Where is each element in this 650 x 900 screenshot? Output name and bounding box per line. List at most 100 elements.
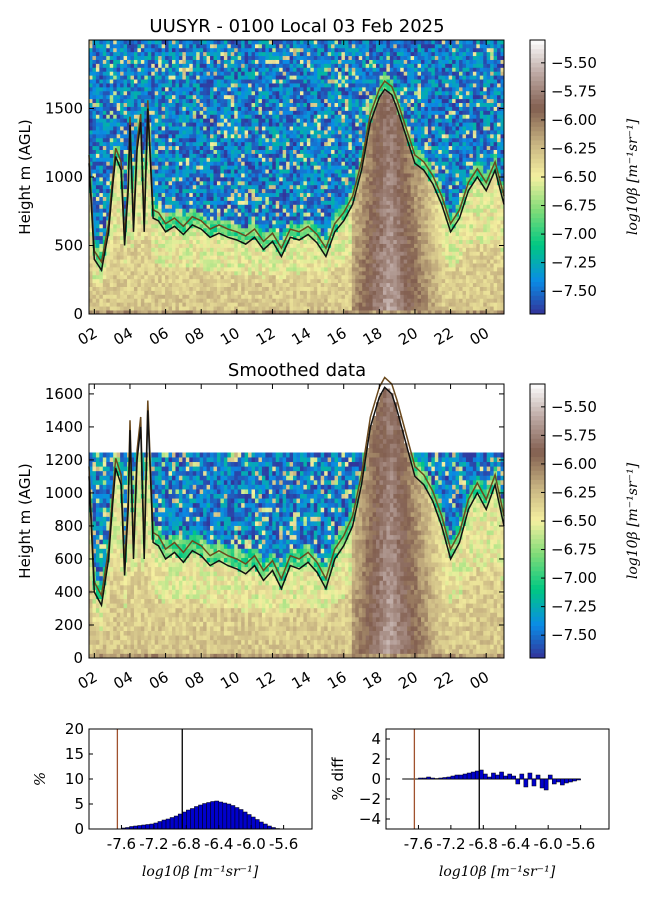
heatmap-cell bbox=[306, 247, 311, 252]
heatmap-cell bbox=[189, 231, 194, 237]
heatmap-cell bbox=[303, 263, 308, 268]
heatmap-cell bbox=[331, 247, 335, 252]
heatmap-cell bbox=[237, 165, 242, 170]
heatmap-cell bbox=[116, 180, 121, 186]
heatmap-cell bbox=[113, 55, 118, 60]
heatmap-cell bbox=[279, 310, 284, 315]
heatmap-cell bbox=[268, 161, 273, 166]
heatmap-cell bbox=[248, 282, 252, 287]
heatmap-cell bbox=[293, 286, 297, 291]
heatmap-cell bbox=[113, 274, 118, 280]
heatmap-cell bbox=[282, 133, 287, 139]
heatmap-cell bbox=[147, 235, 152, 241]
heatmap-cell bbox=[206, 286, 211, 291]
heatmap-cell bbox=[210, 243, 214, 248]
heatmap-cell bbox=[220, 274, 225, 280]
heatmap-cell bbox=[196, 173, 201, 178]
heatmap-cell bbox=[293, 208, 297, 213]
heatmap-cell bbox=[265, 86, 270, 92]
heatmap-cell bbox=[313, 204, 318, 209]
heatmap-cell bbox=[213, 63, 218, 68]
heatmap-cell bbox=[168, 204, 173, 209]
heatmap-cell bbox=[144, 267, 149, 272]
heatmap-cell bbox=[303, 192, 308, 197]
heatmap-cell bbox=[113, 239, 118, 244]
heatmap-cell bbox=[210, 263, 214, 268]
heatmap-cell bbox=[275, 227, 280, 233]
heatmap-cell bbox=[244, 118, 249, 123]
heatmap-cell bbox=[206, 59, 211, 64]
heatmap-cell bbox=[99, 165, 104, 170]
heatmap-cell bbox=[248, 255, 252, 260]
heatmap-cell bbox=[282, 306, 287, 311]
heatmap-cell bbox=[192, 161, 197, 166]
heatmap-cell bbox=[189, 302, 194, 307]
heatmap-cell bbox=[151, 227, 156, 233]
heatmap-cell bbox=[251, 223, 256, 229]
heatmap-cell bbox=[210, 251, 214, 256]
heatmap-cell bbox=[109, 40, 114, 45]
heatmap-cell bbox=[147, 59, 152, 64]
heatmap-cell bbox=[106, 145, 111, 150]
heatmap-cell bbox=[199, 298, 204, 303]
heatmap-cell bbox=[106, 208, 111, 213]
heatmap-cell bbox=[102, 165, 107, 170]
heatmap-cell bbox=[116, 67, 121, 72]
heatmap-cell bbox=[109, 278, 114, 284]
heatmap-cell bbox=[210, 196, 214, 201]
heatmap-cell bbox=[303, 180, 308, 186]
heatmap-cell bbox=[102, 126, 107, 131]
heatmap-cell bbox=[130, 243, 135, 248]
heatmap-cell bbox=[123, 298, 128, 303]
heatmap-cell bbox=[144, 47, 149, 53]
heatmap-cell bbox=[95, 118, 100, 123]
heatmap-cell bbox=[248, 83, 252, 88]
heatmap-cell bbox=[151, 274, 156, 280]
heatmap-cell bbox=[189, 126, 194, 131]
heatmap-cell bbox=[241, 40, 246, 45]
heatmap-cell bbox=[113, 40, 118, 45]
heatmap-cell bbox=[120, 220, 124, 225]
heatmap-cell bbox=[113, 188, 118, 194]
heatmap-cell bbox=[189, 161, 194, 166]
heatmap-cell bbox=[140, 83, 145, 88]
heatmap-cell bbox=[154, 75, 159, 80]
heatmap-cell bbox=[185, 130, 190, 135]
heatmap-cell bbox=[168, 196, 173, 201]
heatmap-cell bbox=[189, 79, 194, 84]
heatmap-cell bbox=[203, 200, 207, 205]
heatmap-cell bbox=[92, 278, 97, 284]
heatmap-cell bbox=[161, 86, 166, 92]
heatmap-cell bbox=[116, 71, 121, 76]
heatmap-cell bbox=[116, 310, 121, 315]
heatmap-cell bbox=[175, 126, 180, 131]
heatmap-cell bbox=[102, 278, 107, 284]
heatmap-cell bbox=[213, 106, 218, 111]
heatmap-cell bbox=[251, 278, 256, 284]
heatmap-cell bbox=[244, 274, 249, 280]
heatmap-cell bbox=[255, 255, 259, 260]
heatmap-cell bbox=[241, 212, 246, 217]
heatmap-cell bbox=[306, 67, 311, 72]
heatmap-cell bbox=[165, 196, 169, 201]
heatmap-cell bbox=[306, 110, 311, 115]
heatmap-cell bbox=[261, 106, 266, 111]
heatmap-cell bbox=[189, 40, 194, 45]
heatmap-cell bbox=[175, 208, 180, 213]
heatmap-cell bbox=[258, 196, 263, 201]
heatmap-cell bbox=[127, 286, 131, 291]
heatmap-cell bbox=[286, 86, 290, 92]
heatmap-cell bbox=[331, 231, 335, 237]
heatmap-cell bbox=[324, 106, 329, 111]
heatmap-cell bbox=[258, 255, 263, 260]
heatmap-cell bbox=[178, 306, 183, 311]
heatmap-cell bbox=[123, 145, 128, 150]
heatmap-cell bbox=[248, 200, 252, 205]
heatmap-cell bbox=[168, 247, 173, 252]
heatmap-cell bbox=[106, 212, 111, 217]
heatmap-cell bbox=[189, 188, 194, 194]
heatmap-cell bbox=[127, 278, 131, 284]
heatmap-cell bbox=[168, 235, 173, 241]
heatmap-cell bbox=[192, 133, 197, 139]
heatmap-cell bbox=[313, 118, 318, 123]
